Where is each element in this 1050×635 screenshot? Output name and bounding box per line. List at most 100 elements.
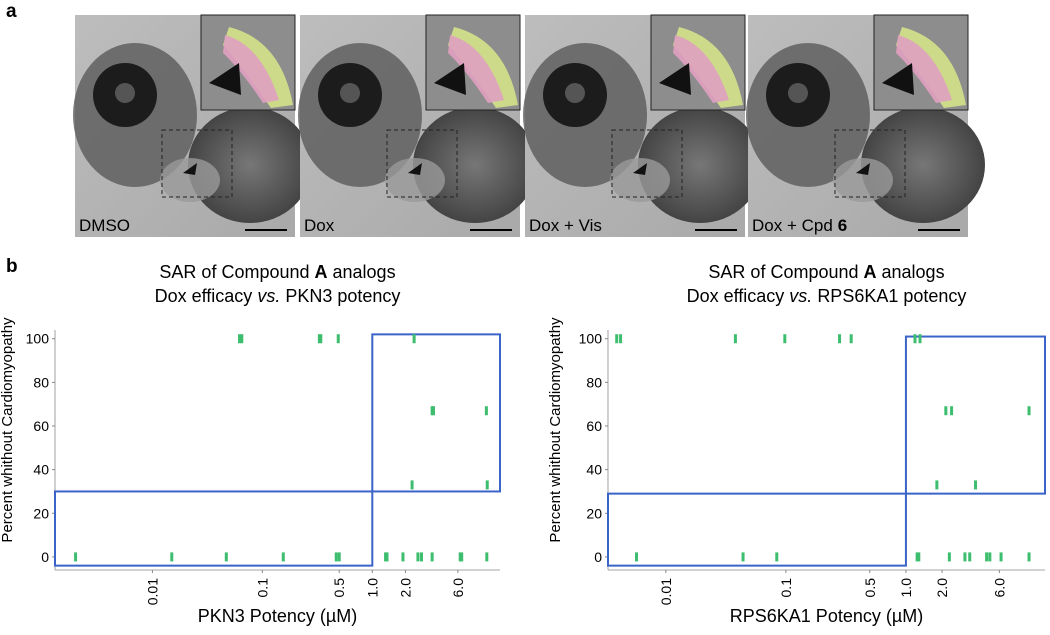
panel-label: b [6, 256, 18, 277]
point [775, 552, 779, 562]
label-text: DMSO [79, 216, 130, 235]
point [460, 552, 464, 562]
point [74, 552, 78, 562]
point [485, 552, 489, 562]
title-part: SAR of Compound [708, 262, 858, 282]
heart [610, 158, 670, 202]
point [913, 334, 917, 344]
arrow [408, 163, 422, 175]
point [944, 406, 948, 416]
point [1027, 552, 1031, 562]
x-tick-label: 1.0 [898, 578, 914, 598]
x-tick-label: 0.5 [862, 578, 878, 598]
x-tick-label: 0.01 [144, 578, 160, 605]
point [917, 552, 921, 562]
subtitle-part: Dox efficacy [155, 286, 253, 306]
image-label: Dox + Vis [529, 216, 602, 235]
chart-subtitle: Dox efficacy vs. PKN3 potency [155, 286, 401, 306]
inset-arrow [209, 63, 241, 95]
point [419, 552, 423, 562]
title-part: SAR of Compound [159, 262, 309, 282]
y-tick-label: 100 [579, 331, 603, 347]
subtitle-part: RPS6KA1 potency [817, 286, 966, 306]
point [281, 552, 285, 562]
point [733, 334, 737, 344]
zoom-box [834, 129, 906, 198]
x-tick-label: 0.01 [658, 578, 674, 605]
x-tick-label: 6.0 [450, 578, 466, 598]
point [947, 552, 951, 562]
zoom-box [386, 129, 458, 198]
heart [833, 158, 893, 202]
point [634, 552, 638, 562]
point [999, 552, 1003, 562]
point [1027, 406, 1031, 416]
highlight-box [371, 333, 501, 493]
eye-pupil [565, 83, 585, 103]
subtitle-part: vs. [789, 286, 812, 306]
title-part: analogs [882, 262, 945, 282]
micrograph: DMSO [73, 14, 312, 237]
x-tick-label: 2.0 [397, 578, 413, 598]
point [336, 334, 340, 344]
point [963, 552, 967, 562]
y-tick-label: 40 [586, 462, 602, 478]
point [783, 334, 787, 344]
x-tick-label: 0.1 [254, 578, 270, 598]
y-axis-label: Percent whithout Cardiomyopathy [547, 317, 564, 543]
panel-label: a [6, 1, 17, 22]
x-axis-label: PKN3 Potency (µM) [198, 606, 357, 626]
image-label: DMSO [79, 216, 130, 235]
point [935, 480, 939, 490]
x-tick-label: 2.0 [934, 578, 950, 598]
point [615, 334, 619, 344]
y-tick-label: 0 [41, 549, 49, 565]
eye-pupil [788, 83, 808, 103]
yolk [413, 107, 537, 223]
eye-pupil [115, 83, 135, 103]
point [238, 334, 242, 344]
micrograph: Dox + Vis [523, 14, 762, 237]
y-axis-label: Percent whithout Cardiomyopathy [0, 317, 16, 543]
y-tick-label: 20 [33, 505, 49, 521]
zoom-box [161, 129, 233, 198]
inset-arrow [882, 63, 914, 95]
highlight-box [54, 490, 374, 567]
x-tick-label: 6.0 [991, 578, 1007, 598]
title-part: A [864, 262, 877, 282]
label-text: Dox [304, 216, 335, 235]
point [319, 334, 323, 344]
arrow [183, 163, 197, 175]
point [968, 552, 972, 562]
heart [160, 158, 220, 202]
point [224, 552, 228, 562]
image-label: Dox [304, 216, 335, 235]
micrograph: Dox [298, 14, 537, 237]
subtitle-part: vs. [257, 286, 280, 306]
point [431, 406, 435, 416]
x-tick-label: 1.0 [364, 578, 380, 598]
inset-pink [223, 35, 279, 103]
point [385, 552, 389, 562]
point [337, 552, 341, 562]
inset-pink [673, 35, 729, 103]
title-part: A [315, 262, 328, 282]
subtitle-part: PKN3 potency [285, 286, 400, 306]
point [485, 480, 489, 490]
chart-subtitle: Dox efficacy vs. RPS6KA1 potency [687, 286, 967, 306]
yolk [861, 107, 985, 223]
label-bold: 6 [838, 216, 847, 235]
y-tick-label: 80 [586, 374, 602, 390]
point [974, 480, 978, 490]
point [741, 552, 745, 562]
inset-arrow [659, 63, 691, 95]
inset-pink [896, 35, 952, 103]
yolk [638, 107, 762, 223]
point [849, 334, 853, 344]
y-tick-label: 60 [33, 418, 49, 434]
point [412, 334, 416, 344]
point [170, 552, 174, 562]
